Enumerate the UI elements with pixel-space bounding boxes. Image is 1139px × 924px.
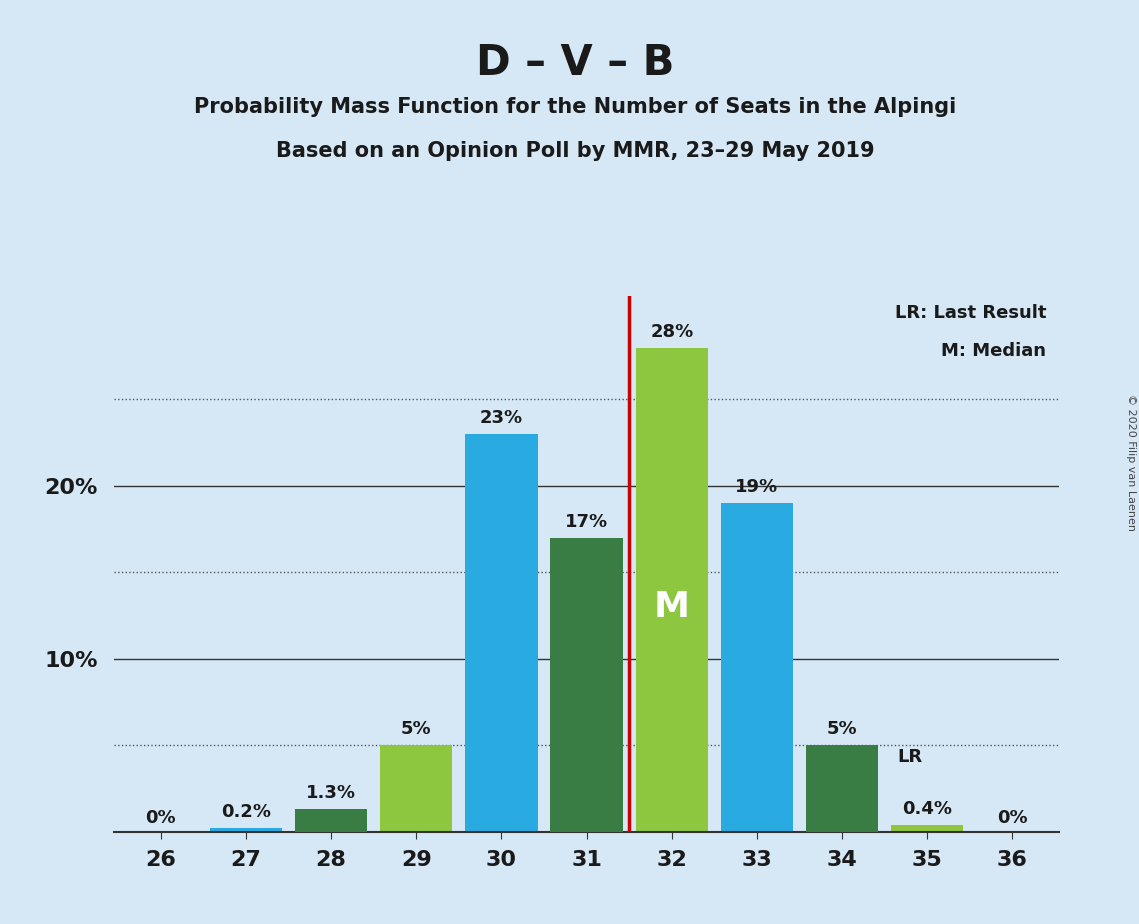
Text: 0%: 0% (997, 809, 1027, 827)
Text: M: M (654, 590, 690, 624)
Text: 19%: 19% (736, 479, 778, 496)
Bar (636, 347, 708, 832)
Text: © 2020 Filip van Laenen: © 2020 Filip van Laenen (1126, 394, 1136, 530)
Bar (210, 828, 282, 832)
Bar (295, 809, 367, 832)
Text: 0.2%: 0.2% (221, 803, 271, 821)
Bar (891, 825, 964, 832)
Text: 28%: 28% (650, 322, 694, 341)
Text: 0%: 0% (146, 809, 177, 827)
Text: LR: LR (898, 748, 923, 766)
Bar (465, 434, 538, 832)
Text: 17%: 17% (565, 513, 608, 530)
Text: M: Median: M: Median (942, 343, 1047, 360)
Bar (550, 538, 623, 832)
Text: 0.4%: 0.4% (902, 800, 952, 818)
Text: Based on an Opinion Poll by MMR, 23–29 May 2019: Based on an Opinion Poll by MMR, 23–29 M… (276, 141, 875, 162)
Text: 5%: 5% (401, 720, 432, 738)
Bar (806, 745, 878, 832)
Text: LR: Last Result: LR: Last Result (895, 304, 1047, 322)
Text: 23%: 23% (480, 409, 523, 427)
Text: Probability Mass Function for the Number of Seats in the Alpingi: Probability Mass Function for the Number… (194, 97, 957, 117)
Text: 1.3%: 1.3% (306, 784, 357, 802)
Bar (721, 504, 793, 832)
Bar (380, 745, 452, 832)
Text: D – V – B: D – V – B (476, 42, 674, 83)
Text: 5%: 5% (827, 720, 858, 738)
